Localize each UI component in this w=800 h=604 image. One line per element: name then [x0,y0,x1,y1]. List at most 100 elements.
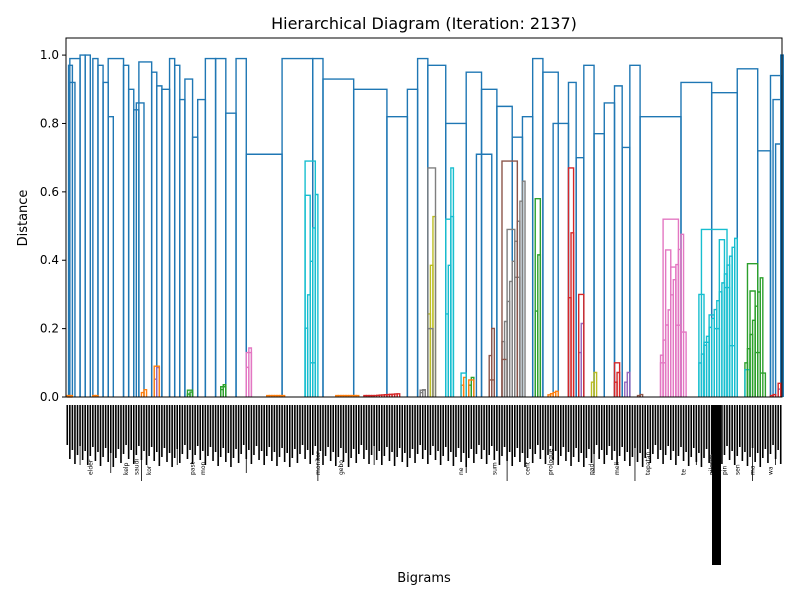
cluster-link [626,371,631,397]
cluster-link [427,167,437,397]
cluster-link [419,389,426,397]
dendrogram-link [79,54,86,397]
dendrogram-link [235,57,247,397]
dendrogram-link [567,81,577,397]
cluster-link [567,167,575,397]
dendrogram-link [97,64,104,397]
dendrogram-link [107,115,115,397]
dendrogram-link [138,61,153,397]
leaf-label-text: pad [588,464,595,475]
leaf-label-text: tepatan [645,451,652,475]
cluster-link [491,327,496,397]
leaf-label-text: pilgrim [709,454,716,475]
y-tick-label: 0.2 [40,322,59,336]
cluster-link [186,389,194,397]
dendrogram-link [406,88,419,397]
cluster-link [304,160,317,397]
cluster-link [680,331,687,397]
dendrogram-link [135,102,145,397]
cluster-link [639,393,644,397]
cluster-link [578,293,585,397]
cluster-link [281,394,286,397]
dendrogram-link [613,85,623,397]
dendrogram-link [521,115,534,397]
dendrogram-link [127,88,135,397]
y-tick-label: 1.0 [40,48,59,62]
cluster-link [460,372,467,397]
leaf-label-text: elder [87,459,94,475]
dendrogram-link [593,133,605,397]
dendrogram-link [107,57,125,397]
leaf-label-text: past [190,461,197,475]
cluster-link [593,371,598,397]
cluster-link [94,394,99,397]
cluster-link [501,160,519,397]
cluster-link [355,394,360,397]
dendrogram-link [475,153,493,397]
cluster-link [777,382,782,397]
dendrogram-link [84,54,91,397]
plot-frame [65,37,783,398]
leaf-label-text: wa [767,466,774,475]
chart-title: Hierarchical Diagram (Iteration: 2137) [271,14,577,33]
dendrogram-link [416,57,429,397]
cluster-link [759,372,767,397]
cluster-link [220,386,227,397]
cluster-link [554,390,559,397]
dendrogram-link [168,57,176,397]
dendrogram-link [583,64,595,397]
dendrogram-link [204,57,217,397]
cluster-link [153,365,161,397]
cluster-link [700,228,728,397]
cluster-link [613,362,621,397]
dendrogram-link [196,98,207,397]
dendrogram-link [629,64,641,397]
leaf-label-text: gebo [338,460,345,475]
leaf-labels-layer: elder kelp saudi kor past mon monitor gebo ne sum… [66,405,782,565]
x-axis-label: Bigrams [397,571,451,586]
axes-layer: 0.0 0.2 0.4 0.6 0.8 1.0 [40,37,783,404]
dendrogram-link [575,156,585,397]
cluster-link [396,393,401,397]
cluster-link [534,197,542,397]
leaf-label-text: ma [750,465,757,475]
leaf-label-text: pin [721,466,728,475]
dendrogram-link [150,71,158,397]
cluster-link [662,218,680,397]
cluster-link [759,277,764,397]
y-axis-label: Distance [16,190,31,247]
dendrogram-link [156,85,163,397]
cluster-link [506,228,516,397]
leaf-label-text: ne [458,467,465,475]
leaf-label-text: mon [200,461,207,475]
cluster-link [680,233,685,397]
cluster-link [749,290,756,397]
leaf-label-text: mell [614,462,621,475]
links-layer [66,54,784,398]
dendrogram-link [322,78,355,397]
leaf-label-text: sum [491,462,498,475]
dendrogram-link [621,146,631,397]
dendrogram-link [225,112,237,397]
dendrogram-link [603,102,616,397]
dendrogram-link [552,122,570,397]
leaf-label-stack [712,405,721,565]
cluster-link [521,180,526,397]
cluster-link [468,379,475,397]
dendrogram-link [352,88,388,397]
dendrogram-link [184,78,194,397]
dendrogram-link [465,71,483,397]
dendrogram-link [161,88,171,397]
y-tick-label: 0.4 [40,253,59,267]
dendrogram-link [214,57,227,397]
dendrogram-link [191,136,199,397]
leaf-label-text: prologue [548,448,555,475]
cluster-link [488,379,496,397]
cluster-link [450,167,455,397]
dendrogram-link [92,57,99,397]
y-tick-label: 0.6 [40,185,59,199]
y-tick-label: 0.8 [40,116,59,130]
cluster-link [245,351,253,397]
